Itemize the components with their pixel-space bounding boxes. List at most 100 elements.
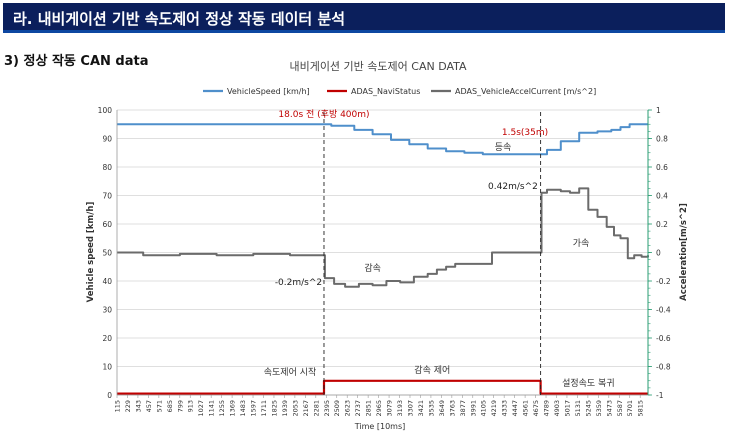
x-tick-label: 913 — [187, 400, 195, 412]
x-tick-label: 343 — [134, 400, 142, 412]
y-tick-label: 50 — [102, 249, 112, 258]
y-tick-label: 60 — [102, 220, 112, 229]
x-tick-label: 5359 — [595, 400, 603, 417]
x-tick-label: 3079 — [386, 400, 394, 417]
annotation-pre: 18.0s 전 (후방 400m) — [278, 109, 369, 120]
x-tick-label: 5245 — [584, 400, 592, 417]
x-tick-label: 2509 — [333, 400, 341, 417]
x-tick-label: 3307 — [406, 400, 414, 417]
x-tick-label: 1141 — [208, 400, 216, 417]
x-tick-label: 1939 — [281, 400, 289, 417]
header-bar: 라. 내비게이션 기반 속도제어 정상 작동 데이터 분석 — [3, 3, 725, 33]
x-tick-label: 2395 — [323, 400, 331, 417]
x-tick-label: 1255 — [218, 400, 226, 417]
y2-tick-label: 0.6 — [656, 163, 668, 172]
x-tick-label: 1825 — [270, 400, 278, 417]
x-tick-label: 2965 — [375, 400, 383, 417]
x-tick-label: 3535 — [427, 400, 435, 417]
annotation-accel-peak: 0.42m/s^2 — [488, 182, 538, 192]
x-tick-label: 3421 — [417, 400, 425, 417]
series-layer — [117, 123, 649, 395]
y2-tick-label: -0.8 — [656, 363, 671, 372]
annotation-decel: 감속 — [364, 262, 381, 274]
x-tick-label: 571 — [155, 400, 163, 412]
x-tick-label: 457 — [145, 400, 153, 412]
y-tick-label: 0 — [107, 391, 112, 400]
x-tick-label: 5473 — [605, 400, 613, 417]
x-tick-label: 3877 — [459, 400, 467, 417]
annotation-decel-value: -0.2m/s^2 — [275, 278, 322, 288]
x-tick-label: 2737 — [354, 400, 362, 417]
y2-tick-label: 0 — [656, 249, 661, 258]
legend-label: VehicleSpeed [km/h] — [227, 87, 310, 96]
x-tick-label: 5587 — [616, 400, 624, 417]
y2-tick-label: -0.2 — [656, 277, 671, 286]
legend-label: ADAS_NaviStatus — [351, 87, 420, 96]
x-tick-label: 5701 — [626, 400, 634, 417]
x-tick-label: 5815 — [637, 400, 645, 417]
x-tick-label: 2623 — [344, 400, 352, 417]
y-tick-label: 90 — [102, 135, 112, 144]
x-tick-label: 229 — [124, 400, 132, 412]
y2-tick-label: 0.2 — [656, 220, 668, 229]
y-tick-label: 20 — [102, 334, 112, 343]
x-tick-label: 4789 — [543, 400, 551, 417]
y-tick-label: 30 — [102, 306, 112, 315]
x-tick-label: 4105 — [480, 400, 488, 417]
axes: 내비게이션 기반 속도제어 CAN DATA VehicleSpeed [km/h… — [86, 60, 689, 431]
x-tick-label: 3649 — [438, 400, 446, 417]
y-tick-label: 100 — [98, 106, 113, 115]
y2-axis-label: Acceleration[m/s^2] — [679, 203, 689, 301]
x-tick-label: 115 — [114, 400, 122, 412]
x-tick-label: 4561 — [522, 400, 530, 417]
x-tick-label: 2281 — [312, 400, 320, 417]
x-tick-label: 4333 — [501, 400, 509, 417]
y2-tick-label: -0.6 — [656, 334, 671, 343]
section-title: 3) 정상 작동 CAN data — [4, 54, 149, 69]
annotation-post: 1.5s(35m) — [502, 128, 548, 138]
y-tick-label: 10 — [102, 363, 112, 372]
y-axis-label: Vehicle speed [km/h] — [86, 202, 96, 303]
x-tick-label: 5131 — [574, 400, 582, 417]
annotation-constant: 등속 — [495, 142, 512, 153]
y2-tick-label: -1 — [656, 391, 664, 400]
x-tick-label: 1711 — [260, 400, 268, 417]
annotations: 18.0s 전 (후방 400m) 1.5s(35m) 등속 0.42m/s^2 감속 -… — [264, 109, 615, 395]
x-tick-label: 4675 — [532, 400, 540, 417]
annotation-accel: 가속 — [573, 238, 590, 249]
grid-lines — [117, 109, 648, 396]
y2-tick-label: 0.4 — [656, 192, 668, 201]
annotation-phase-start: 속도제어 시작 — [264, 367, 317, 378]
header-title: 라. 내비게이션 기반 속도제어 정상 작동 데이터 분석 — [13, 10, 346, 28]
annotation-phase-decel: 감속 제어 — [414, 364, 450, 376]
x-tick-label: 1369 — [229, 400, 237, 417]
series-line-vehicle-speed — [117, 123, 648, 156]
x-tick-label: 2053 — [291, 400, 299, 417]
y-tick-label: 70 — [102, 192, 112, 201]
x-axis-label: Time [10ms] — [354, 422, 406, 431]
x-tick-label: 4903 — [553, 400, 561, 417]
x-tick-label: 685 — [166, 400, 174, 412]
x-tick-label: 2167 — [302, 400, 310, 417]
y-tick-label: 40 — [102, 277, 112, 286]
x-tick-label: 5017 — [563, 400, 571, 417]
y2-tick-label: 0.8 — [656, 135, 668, 144]
legend-label: ADAS_VehicleAccelCurrent [m/s^2] — [455, 87, 596, 96]
x-tick-label: 3763 — [448, 400, 456, 417]
x-tick-label: 2851 — [365, 400, 373, 417]
y-tick-label: 80 — [102, 163, 112, 172]
y2-tick-label: 1 — [656, 106, 661, 115]
x-tick-label: 1027 — [197, 400, 205, 417]
y2-tick-label: -0.4 — [656, 306, 671, 315]
x-tick-label: 1597 — [250, 400, 258, 417]
x-tick-label: 3991 — [469, 400, 477, 417]
x-tick-label: 1483 — [239, 400, 247, 417]
chart-title: 내비게이션 기반 속도제어 CAN DATA — [289, 60, 467, 73]
x-tick-label: 799 — [176, 400, 184, 412]
x-tick-label: 3193 — [396, 400, 404, 417]
series-line-navi-status — [117, 379, 648, 395]
annotation-phase-restore: 설정속도 복귀 — [562, 378, 615, 389]
x-tick-label: 4219 — [490, 400, 498, 417]
series-line-accel-current — [117, 187, 649, 288]
